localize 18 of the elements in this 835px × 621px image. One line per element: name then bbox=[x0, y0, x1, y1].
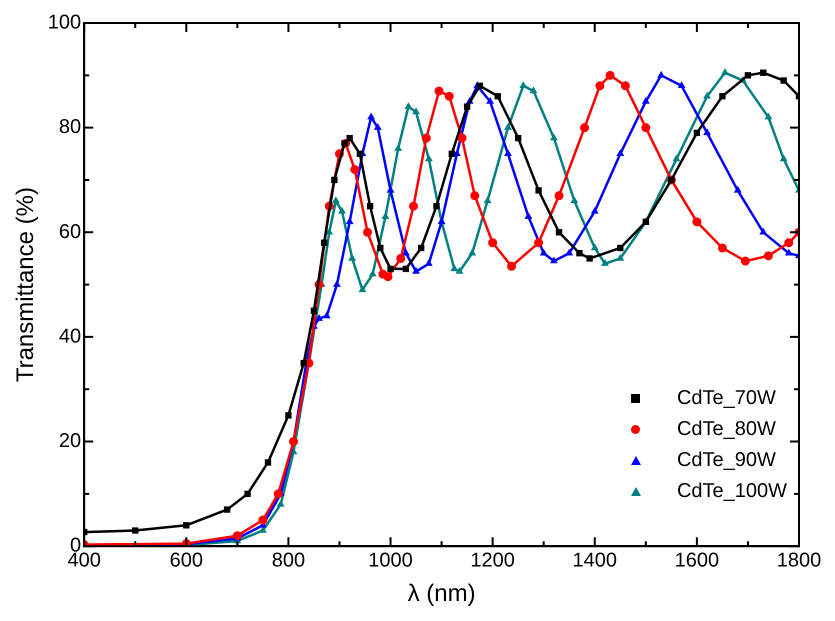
x-tick-label: 1000 bbox=[368, 550, 413, 572]
legend-label: CdTe_90W bbox=[676, 449, 776, 472]
legend-label: CdTe_80W bbox=[676, 418, 776, 441]
y-tick-label: 60 bbox=[58, 220, 82, 243]
x-tick-label: 800 bbox=[272, 550, 306, 572]
legend-label: CdTe_100W bbox=[676, 480, 787, 503]
y-axis-title: Transmittance (%) bbox=[12, 187, 40, 382]
legend-label: CdTe_70W bbox=[676, 387, 776, 410]
y-tick-label: 20 bbox=[58, 430, 82, 452]
y-tick-label: 80 bbox=[58, 116, 82, 138]
x-tick-label: 1200 bbox=[470, 550, 515, 572]
y-tick-label: 40 bbox=[58, 325, 82, 348]
x-axis-title: λ (nm) bbox=[408, 580, 476, 608]
y-tick-label: 100 bbox=[48, 12, 82, 34]
x-tick-label: 600 bbox=[170, 550, 203, 572]
x-tick-label: 1400 bbox=[572, 550, 618, 572]
x-tick-label: 1600 bbox=[674, 550, 720, 572]
x-tick-label: 1800 bbox=[776, 550, 822, 572]
